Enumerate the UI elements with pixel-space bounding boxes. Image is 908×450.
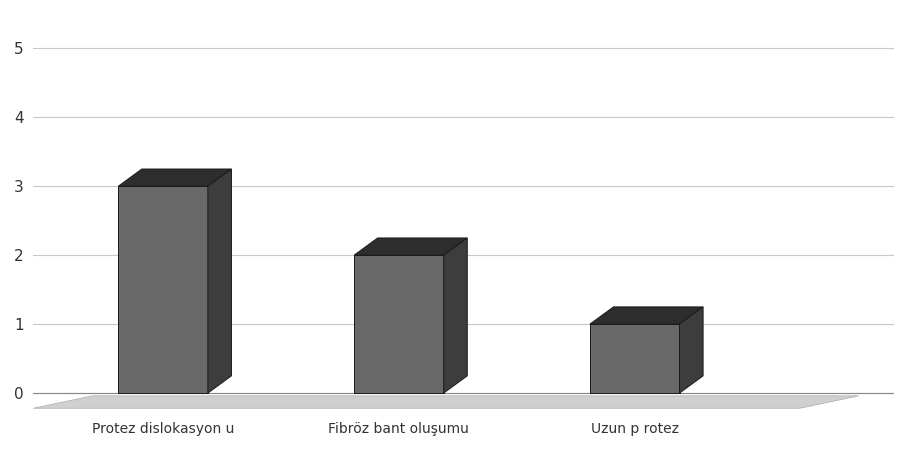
Polygon shape — [34, 396, 859, 408]
Bar — [590, 324, 679, 393]
Polygon shape — [444, 238, 468, 393]
Bar — [118, 186, 208, 393]
Polygon shape — [118, 169, 232, 186]
Polygon shape — [679, 307, 703, 393]
Polygon shape — [354, 238, 468, 255]
Polygon shape — [590, 307, 703, 324]
Bar — [354, 255, 444, 393]
Polygon shape — [208, 169, 232, 393]
